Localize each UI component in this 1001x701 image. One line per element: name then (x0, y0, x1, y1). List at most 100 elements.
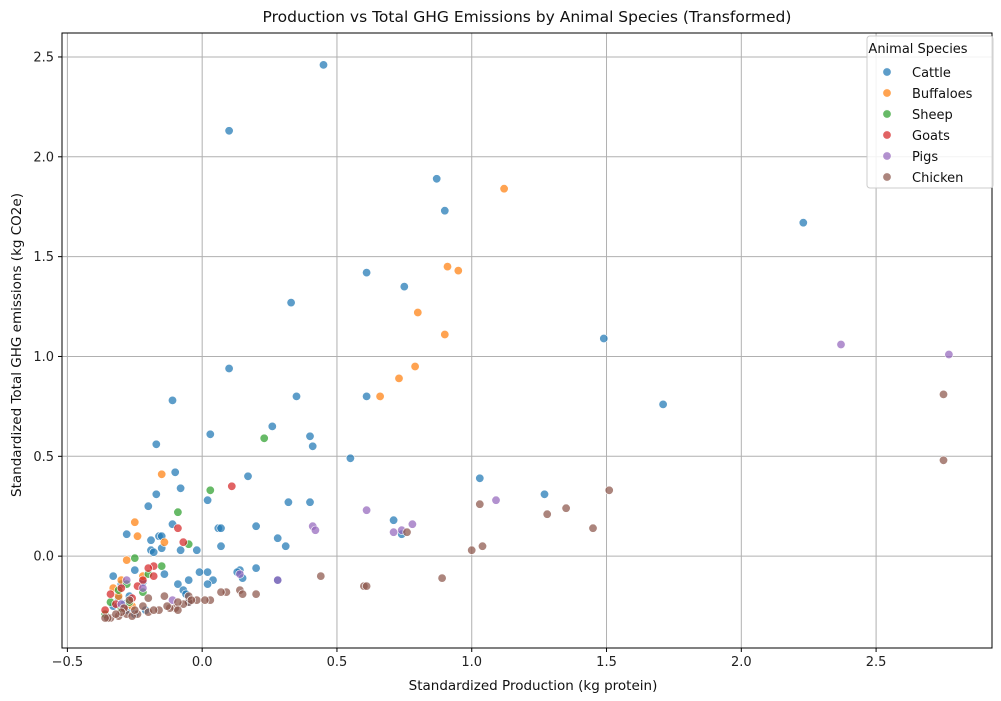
data-point (305, 497, 315, 507)
data-point (938, 389, 948, 399)
data-point (173, 507, 183, 517)
legend-label: Cattle (912, 66, 951, 81)
data-point (362, 581, 372, 591)
data-point (100, 613, 110, 623)
legend: Animal Species Cattle Buffaloes Sheep Goats… (866, 35, 994, 189)
ticks-layer: −0.5 0.0 0.5 1.0 1.5 2.0 2.5 0.0 0.5 1.0 1.5 2.0 2.5 (33, 50, 886, 670)
legend-label: Pigs (912, 150, 938, 165)
data-point (122, 529, 132, 539)
data-point (184, 575, 194, 585)
points-layer (100, 60, 954, 623)
data-point (394, 373, 404, 383)
data-point (362, 391, 372, 401)
data-point (170, 467, 180, 477)
legend-items: Cattle Buffaloes Sheep Goats Pigs Chicken (882, 66, 973, 186)
data-point (389, 527, 399, 537)
legend-label: Sheep (912, 108, 953, 123)
data-point (178, 537, 188, 547)
data-point (143, 593, 153, 603)
data-point (149, 605, 159, 615)
data-point (440, 329, 450, 339)
data-point (205, 429, 215, 439)
data-point (138, 583, 148, 593)
data-point (227, 481, 237, 491)
data-point (157, 469, 167, 479)
data-point (318, 60, 328, 70)
legend-marker (882, 130, 892, 140)
data-point (203, 495, 213, 505)
data-point (273, 575, 283, 585)
data-point (499, 184, 509, 194)
data-point (146, 535, 156, 545)
data-point (138, 601, 148, 611)
data-point (195, 567, 205, 577)
x-tick-label: −0.5 (52, 655, 84, 670)
data-point (944, 349, 954, 359)
data-point (375, 391, 385, 401)
data-point (108, 571, 118, 581)
data-point (308, 441, 318, 451)
data-point (224, 126, 234, 136)
data-point (281, 541, 291, 551)
data-point (604, 485, 614, 495)
y-tick-label: 1.5 (33, 250, 54, 265)
legend-title: Animal Species (868, 42, 967, 57)
data-point (291, 391, 301, 401)
x-tick-label: 0.5 (327, 655, 348, 670)
data-point (437, 573, 447, 583)
data-point (130, 517, 140, 527)
data-point (251, 521, 261, 531)
data-point (159, 537, 169, 547)
data-point (111, 609, 121, 619)
data-point (192, 545, 202, 555)
data-point (151, 439, 161, 449)
data-point (143, 563, 153, 573)
data-point (151, 489, 161, 499)
data-point (176, 545, 186, 555)
data-point (475, 473, 485, 483)
legend-marker (882, 151, 892, 161)
data-point (173, 605, 183, 615)
data-point (200, 595, 210, 605)
series-chicken (100, 389, 948, 623)
data-point (251, 589, 261, 599)
y-tick-label: 0.5 (33, 450, 54, 465)
data-point (149, 547, 159, 557)
data-point (224, 363, 234, 373)
data-point (467, 545, 477, 555)
data-point (561, 503, 571, 513)
data-point (186, 595, 196, 605)
data-point (124, 595, 134, 605)
grid-layer (62, 33, 992, 648)
data-point (173, 579, 183, 589)
data-point (259, 433, 269, 443)
legend-label: Buffaloes (912, 87, 973, 102)
data-point (440, 206, 450, 216)
legend-marker (882, 88, 892, 98)
y-axis-label: Standardized Total GHG emissions (kg CO2… (9, 193, 25, 497)
data-point (938, 455, 948, 465)
data-point (168, 395, 178, 405)
data-point (235, 569, 245, 579)
data-point (432, 174, 442, 184)
legend-marker (882, 172, 892, 182)
data-point (542, 509, 552, 519)
data-point (389, 515, 399, 525)
data-point (162, 601, 172, 611)
x-tick-label: 1.0 (461, 655, 482, 670)
data-point (477, 541, 487, 551)
data-point (267, 421, 277, 431)
data-point (122, 575, 132, 585)
data-point (130, 553, 140, 563)
data-point (798, 218, 808, 228)
data-point (116, 583, 126, 593)
data-point (410, 361, 420, 371)
data-point (173, 523, 183, 533)
data-point (130, 605, 140, 615)
data-point (273, 533, 283, 543)
data-point (143, 501, 153, 511)
x-tick-label: 2.0 (731, 655, 752, 670)
data-point (133, 531, 143, 541)
